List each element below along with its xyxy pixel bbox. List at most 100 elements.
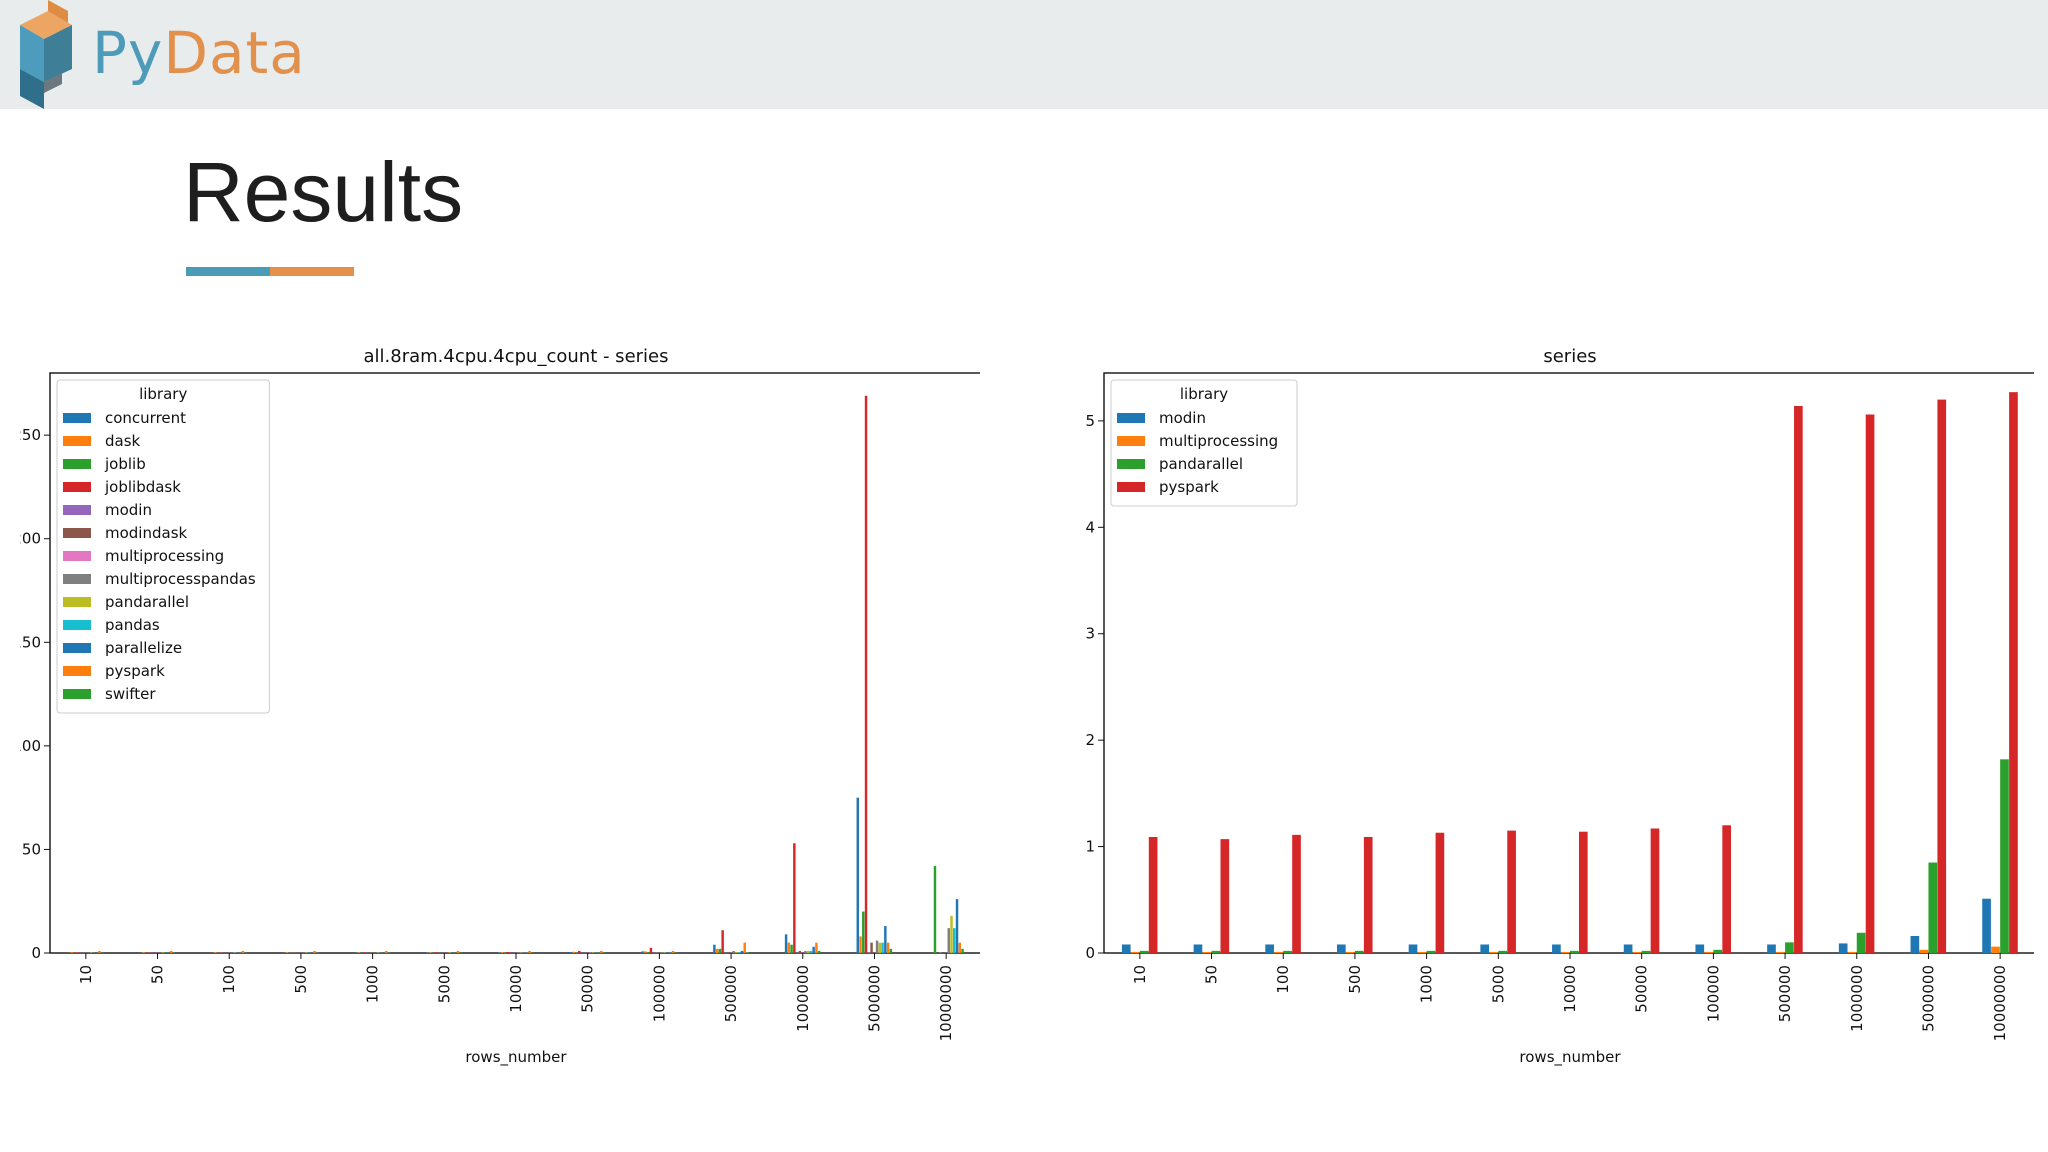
bar-multiprocesspandas-500000 xyxy=(732,950,735,953)
bar-pyspark-10 xyxy=(1148,837,1158,953)
legend-label-pandarallel: pandarallel xyxy=(105,593,189,611)
bar-joblib-100000 xyxy=(646,951,650,953)
bar-modin-10000000 xyxy=(1982,898,1991,953)
bar-pandarallel-1000000 xyxy=(806,950,810,953)
bar-pandarallel-10000000 xyxy=(2000,759,2009,953)
legend-label-pandarallel: pandarallel xyxy=(1159,455,1243,473)
legend-swatch-joblibdask xyxy=(63,482,91,492)
bar-pandas-10000000 xyxy=(953,928,956,953)
bar-joblib-5000000 xyxy=(862,911,865,953)
x-tick-label: 1000 xyxy=(1418,965,1436,1003)
x-tick-label: 1000000 xyxy=(794,965,812,1032)
bar-modin-1000000 xyxy=(1838,943,1848,953)
bar-pyspark-5000 xyxy=(1507,830,1516,953)
bar-modin-500000 xyxy=(1767,944,1776,953)
bar-pandarallel-10000000 xyxy=(950,915,953,953)
bar-concurrent-5000000 xyxy=(856,797,859,953)
bar-pandas-1000000 xyxy=(809,950,813,953)
legend-title: library xyxy=(139,385,187,403)
bar-pyspark-50 xyxy=(1220,839,1230,953)
x-axis-label: rows_number xyxy=(465,1048,567,1067)
bar-joblibdask-500 xyxy=(291,952,294,953)
bar-parallelize-5000000 xyxy=(884,926,887,953)
bar-multiprocessing-100000 xyxy=(1704,951,1714,953)
bar-dask-10000 xyxy=(500,952,504,953)
bar-modin-1000 xyxy=(1408,944,1418,953)
legend-label-pyspark: pyspark xyxy=(1159,478,1219,496)
bar-pandarallel-50000 xyxy=(1641,950,1651,953)
bar-multiprocessing-10000000 xyxy=(1991,946,2000,953)
x-tick-label: 10000 xyxy=(1561,965,1579,1013)
bar-pyspark-1000000 xyxy=(1865,414,1875,953)
bar-modin-10 xyxy=(1121,944,1131,953)
bar-pandarallel-5000 xyxy=(1498,950,1507,953)
bar-swifter-1000000 xyxy=(817,950,821,953)
bar-dask-500000 xyxy=(715,948,719,953)
bar-pyspark-5000000 xyxy=(1937,399,1947,954)
y-tick-label: 3 xyxy=(1085,625,1095,643)
pydata-logo-text: PyData xyxy=(92,24,306,82)
bar-dask-5000000 xyxy=(859,936,862,953)
pydata-logo: PyData xyxy=(16,0,306,109)
bar-joblibdask-50 xyxy=(147,952,151,953)
x-tick-label: 50000 xyxy=(1633,965,1651,1013)
bar-multiprocessing-10 xyxy=(1130,951,1140,953)
bar-modin-500 xyxy=(1337,944,1346,953)
chart-svg: all.8ram.4cpu.4cpu_count - series 0 50 100 1… xyxy=(20,346,980,1067)
legend-swatch-joblib xyxy=(63,459,91,469)
legend-label-pyspark: pyspark xyxy=(105,662,165,680)
legend-box xyxy=(1110,379,1298,507)
bar-modin-5000000 xyxy=(1910,935,1920,953)
bar-pyspark-10000000 xyxy=(2009,392,2018,953)
bar-pyspark-50 xyxy=(169,950,173,953)
bar-modin-50000 xyxy=(1623,944,1633,953)
chart-right: series 0 1 2 3 4 5 10 50 100 500 1000 5000 10000 50000… xyxy=(1074,340,2034,1080)
y-tick-label: 0 xyxy=(1085,944,1095,962)
title-underline-blue xyxy=(186,267,270,276)
bar-concurrent-100000 xyxy=(641,951,644,953)
bar-dask-5000 xyxy=(429,952,432,953)
x-tick-label: 500 xyxy=(292,965,310,994)
legend-swatch-dask xyxy=(63,436,91,446)
bar-pandarallel-10000 xyxy=(1570,950,1579,953)
x-tick-label: 500000 xyxy=(1776,965,1794,1022)
y-tick-label: 1 xyxy=(1085,838,1095,856)
legend-label-swifter: swifter xyxy=(105,685,156,703)
legend-title: library xyxy=(1180,385,1228,403)
bar-pyspark-50000 xyxy=(600,950,603,953)
legend-swatch-multiprocessing xyxy=(1117,436,1145,446)
bar-multiprocessing-1000000 xyxy=(1847,951,1857,953)
legend-swatch-modindask xyxy=(63,528,91,538)
bar-multiprocessing-5000 xyxy=(1489,951,1499,953)
legend-swatch-pyspark xyxy=(63,666,91,676)
x-tick-label: 50000 xyxy=(579,965,597,1013)
bar-joblibdask-10 xyxy=(76,952,79,953)
legend-swatch-pyspark xyxy=(1117,482,1145,492)
legend-swatch-modin xyxy=(1117,413,1145,423)
legend-label-pandas: pandas xyxy=(105,616,160,634)
chart-title: series xyxy=(1543,346,1596,367)
bar-pyspark-1000 xyxy=(385,950,388,953)
logo-data-text: Data xyxy=(163,19,306,87)
legend-label-multiprocesspandas: multiprocesspandas xyxy=(105,570,256,588)
bar-joblibdask-5000 xyxy=(434,952,438,953)
y-tick-label: 5 xyxy=(1085,412,1095,430)
legend-swatch-pandarallel xyxy=(1117,459,1145,469)
bar-modin-10000 xyxy=(1552,944,1561,953)
bar-parallelize-500000 xyxy=(740,950,744,953)
x-axis-label: rows_number xyxy=(1519,1048,1621,1067)
legend-label-parallelize: parallelize xyxy=(105,639,182,657)
y-tick-label: 250 xyxy=(20,426,41,444)
bar-dask-10 xyxy=(70,951,74,953)
bar-multiprocessing-5000000 xyxy=(1919,949,1929,953)
x-tick-label: 100000 xyxy=(1704,965,1722,1022)
bar-pyspark-10 xyxy=(98,950,101,953)
bar-joblibdask-1000 xyxy=(362,952,366,953)
bar-concurrent-50000 xyxy=(569,951,573,953)
bar-pyspark-5000 xyxy=(456,950,460,953)
bar-dask-1000 xyxy=(357,952,360,953)
bar-pyspark-10000000 xyxy=(958,942,962,953)
bar-dask-100000 xyxy=(644,951,647,953)
bar-multiprocessing-100 xyxy=(1274,951,1283,953)
x-tick-label: 50 xyxy=(1203,965,1221,984)
